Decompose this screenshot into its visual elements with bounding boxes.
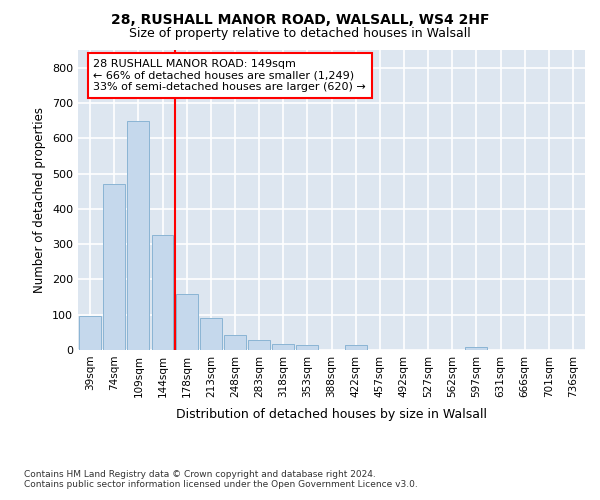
Text: 28 RUSHALL MANOR ROAD: 149sqm
← 66% of detached houses are smaller (1,249)
33% o: 28 RUSHALL MANOR ROAD: 149sqm ← 66% of d… (93, 59, 366, 92)
Text: 28, RUSHALL MANOR ROAD, WALSALL, WS4 2HF: 28, RUSHALL MANOR ROAD, WALSALL, WS4 2HF (111, 12, 489, 26)
Bar (176, 294, 197, 350)
Bar (103, 184, 125, 350)
Bar (200, 318, 221, 350)
Bar (248, 340, 270, 350)
Bar (224, 335, 246, 350)
Bar (296, 344, 318, 350)
Text: Contains HM Land Registry data © Crown copyright and database right 2024.
Contai: Contains HM Land Registry data © Crown c… (24, 470, 418, 490)
Bar (79, 316, 101, 350)
Bar (127, 122, 149, 350)
Y-axis label: Number of detached properties: Number of detached properties (34, 107, 46, 293)
Bar (345, 344, 367, 350)
Bar (152, 236, 173, 350)
Bar (466, 347, 487, 350)
Bar (272, 344, 294, 350)
X-axis label: Distribution of detached houses by size in Walsall: Distribution of detached houses by size … (176, 408, 487, 421)
Text: Size of property relative to detached houses in Walsall: Size of property relative to detached ho… (129, 28, 471, 40)
